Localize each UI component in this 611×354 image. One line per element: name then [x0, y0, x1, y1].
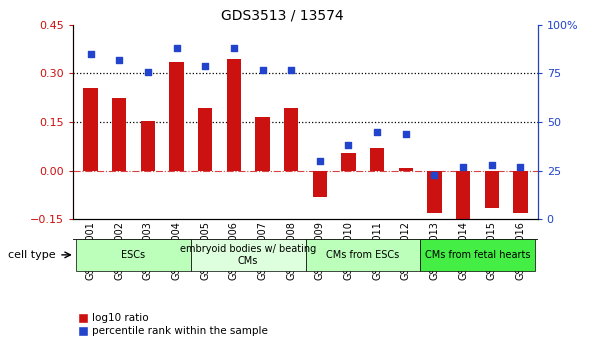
Point [458, 164, 468, 170]
Bar [342, 153, 356, 171]
Bar [513, 171, 528, 213]
Bar [306, 239, 420, 271]
Legend: log10 ratio, percentile rank within the sample: log10 ratio, percentile rank within the … [79, 313, 268, 336]
Text: CMs from fetal hearts: CMs from fetal hearts [425, 250, 530, 260]
Point [143, 69, 153, 74]
Point [258, 67, 268, 72]
Text: CMs from ESCs: CMs from ESCs [326, 250, 400, 260]
Text: embryoid bodies w/ beating
CMs: embryoid bodies w/ beating CMs [180, 244, 316, 266]
Point [430, 172, 439, 177]
Point [372, 129, 382, 135]
Point [172, 45, 181, 51]
Bar [427, 171, 442, 213]
Bar [313, 171, 327, 197]
Bar [284, 108, 298, 171]
Point [343, 143, 353, 148]
Bar [370, 148, 384, 171]
Bar [112, 98, 126, 171]
Bar [227, 59, 241, 171]
Point [487, 162, 497, 168]
Bar [191, 239, 306, 271]
Point [401, 131, 411, 137]
Bar [420, 239, 535, 271]
Bar [169, 62, 184, 171]
Bar [141, 120, 155, 171]
Bar [255, 117, 269, 171]
Point [229, 45, 239, 51]
Point [86, 51, 95, 57]
Bar [456, 171, 470, 228]
Bar [398, 167, 413, 171]
Point [287, 67, 296, 72]
Bar [83, 88, 98, 171]
Bar [76, 239, 191, 271]
Text: ESCs: ESCs [122, 250, 145, 260]
Point [315, 158, 324, 164]
Point [114, 57, 124, 63]
Bar [485, 171, 499, 208]
Title: GDS3513 / 13574: GDS3513 / 13574 [221, 8, 343, 22]
Point [516, 164, 525, 170]
Point [200, 63, 210, 68]
Text: cell type: cell type [9, 250, 56, 260]
Bar [198, 108, 213, 171]
